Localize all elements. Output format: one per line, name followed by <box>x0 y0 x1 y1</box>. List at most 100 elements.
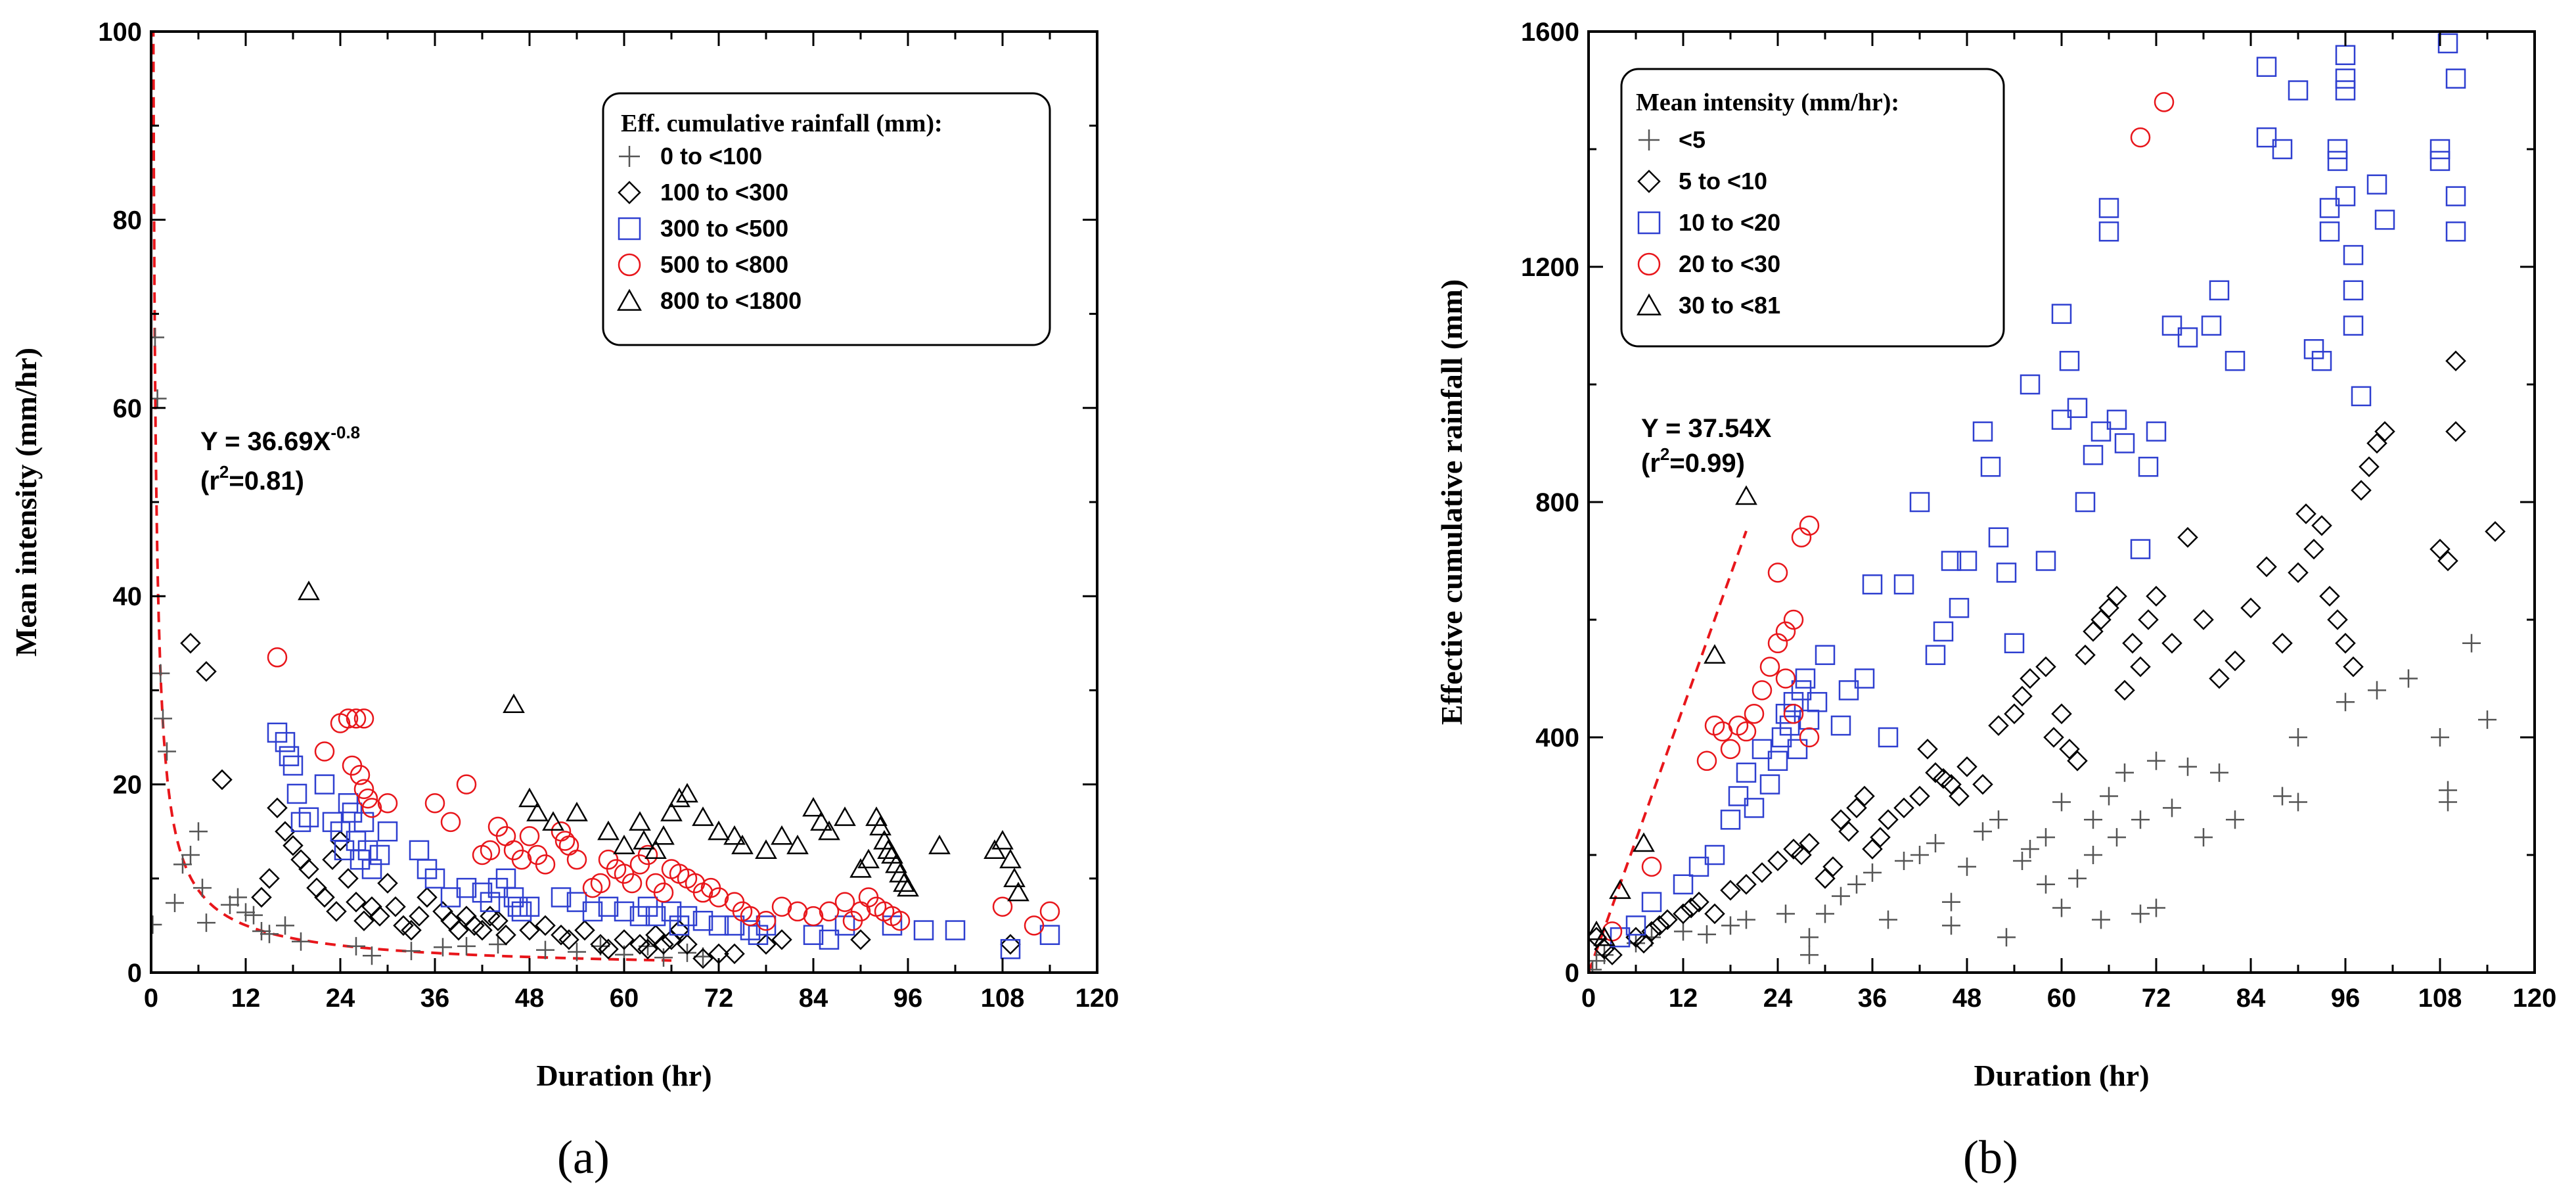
data-point-diamond <box>598 938 619 959</box>
data-point-square <box>1759 774 1780 795</box>
data-point-square <box>377 821 398 842</box>
data-point-square <box>1783 692 1804 712</box>
data-points-a <box>151 328 1060 969</box>
y-tick-label: 80 <box>113 206 143 235</box>
data-point-diamond <box>1799 833 1820 854</box>
data-point-plus <box>2052 793 2071 812</box>
data-point-square <box>1771 727 1792 748</box>
data-point-triangle <box>692 806 714 826</box>
data-point-triangle <box>983 839 1006 859</box>
data-point-diamond <box>385 896 406 917</box>
data-point-plus <box>1910 846 1929 864</box>
y-tick-label: 60 <box>113 394 143 423</box>
legend-a: Eff. cumulative rainfall (mm): 0 to <100… <box>602 92 1051 346</box>
fit-equation-b: Y = 37.54X (r2=0.99) <box>1641 414 1772 478</box>
data-point-square <box>677 906 698 927</box>
data-point-diamond <box>2067 750 2088 772</box>
data-point-square <box>2319 198 2340 218</box>
legend-b: Mean intensity (mm/hr): <5 5 to <10 10 to … <box>1620 68 2005 348</box>
data-point-circle <box>1767 563 1788 583</box>
data-point-circle <box>353 779 374 800</box>
data-point-square <box>2059 350 2080 371</box>
data-point-plus <box>252 921 271 940</box>
legend-marker-plus <box>619 146 640 167</box>
data-point-triangle <box>849 858 872 878</box>
data-point-diamond <box>1815 868 1836 889</box>
x-axis-ticks-b: 0 12 24 36 48 60 72 84 96 108 120 <box>1581 32 2556 1013</box>
x-axis-ticks-a: 0 12 24 36 48 60 72 84 96 108 120 <box>144 32 1119 1013</box>
data-point-square <box>1830 715 1851 736</box>
data-point-diamond <box>2083 621 2104 642</box>
data-point-plus <box>1942 916 1960 935</box>
data-point-triangle <box>897 877 919 897</box>
data-point-triangle <box>1589 920 1608 940</box>
data-point-plus <box>2462 634 2481 653</box>
data-point-diamond <box>558 929 579 950</box>
x-tick-label: 84 <box>2236 984 2266 1013</box>
data-point-plus <box>1737 910 1755 929</box>
data-point-diamond <box>1878 809 1899 831</box>
data-point-plus <box>2131 904 2150 923</box>
data-point-diamond <box>771 929 792 950</box>
legend-label: 30 to <81 <box>1679 292 1780 319</box>
x-tick-label: 12 <box>231 984 261 1013</box>
svg-text:Y = 36.69X-0.8: Y = 36.69X-0.8 <box>200 423 360 456</box>
data-point-triangle <box>1609 879 1631 899</box>
data-point-diamond <box>487 910 508 932</box>
data-point-circle <box>558 835 579 856</box>
data-point-diamond <box>519 919 540 941</box>
data-point-circle <box>2154 92 2175 112</box>
data-point-square <box>2098 198 2119 218</box>
data-point-square <box>2075 492 2096 513</box>
data-point-square <box>2177 327 2198 348</box>
data-point-triangle <box>786 835 809 854</box>
legend-label: 5 to <10 <box>1679 168 1767 195</box>
data-point-plus <box>151 664 170 683</box>
data-point-plus <box>2021 840 2039 859</box>
legend-label: 10 to <20 <box>1679 209 1780 236</box>
data-point-diamond <box>251 887 272 908</box>
legend-label: 0 to <100 <box>660 143 762 170</box>
data-point-circle <box>346 708 367 729</box>
data-point-diamond <box>1602 944 1623 965</box>
data-point-plus <box>1832 887 1850 906</box>
data-point-square <box>2429 150 2451 172</box>
data-point-diamond <box>2004 703 2025 724</box>
data-point-plus <box>2100 787 2118 806</box>
data-point-square <box>2327 139 2348 160</box>
data-point-circle <box>803 906 824 927</box>
data-point-square <box>480 892 501 912</box>
y-tick-label: 0 <box>127 959 142 988</box>
data-point-square <box>1625 915 1646 936</box>
data-point-diamond <box>326 901 347 922</box>
fit-equation-exponent-a: -0.8 <box>330 423 360 442</box>
data-point-diamond <box>1751 862 1773 883</box>
data-point-diamond <box>1949 785 1970 807</box>
data-point-square <box>2335 186 2356 206</box>
data-point-square <box>1728 786 1749 806</box>
fit-r2-open-b: (r <box>1641 449 1660 478</box>
data-point-diamond <box>2335 633 2356 654</box>
data-point-diamond <box>2445 350 2466 371</box>
data-point-square <box>1862 574 1883 595</box>
data-point-diamond <box>2374 421 2395 442</box>
data-point-square <box>2035 551 2056 571</box>
data-point-square <box>2445 68 2466 89</box>
data-point-circle <box>2130 127 2151 148</box>
data-point-plus <box>1958 857 1976 876</box>
data-point-square <box>1736 762 1757 783</box>
data-point-square <box>2106 409 2127 430</box>
data-point-diamond <box>2193 609 2214 630</box>
data-point-square <box>614 901 635 922</box>
data-point-diamond <box>306 877 327 898</box>
data-point-square <box>2098 221 2119 242</box>
data-point-diamond <box>653 934 674 955</box>
data-point-plus <box>1863 863 1882 882</box>
data-point-plus <box>189 822 208 841</box>
data-point-square <box>708 915 729 936</box>
data-point-square <box>2272 139 2293 160</box>
data-point-diamond <box>1893 797 1914 819</box>
x-tick-label: 96 <box>893 984 923 1013</box>
x-tick-label: 24 <box>326 984 355 1013</box>
